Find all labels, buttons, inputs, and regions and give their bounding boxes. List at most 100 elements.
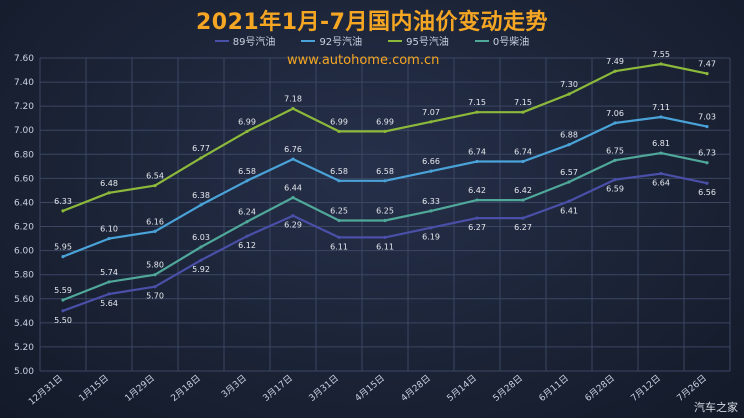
data-point	[337, 235, 341, 239]
data-label: 5.70	[146, 292, 164, 301]
data-point	[337, 179, 341, 183]
data-label: 5.50	[54, 316, 72, 325]
data-label: 7.07	[422, 108, 440, 117]
data-point	[245, 234, 249, 238]
x-tick-label: 4月28日	[399, 373, 433, 404]
x-tick-label: 4月15日	[353, 373, 387, 404]
x-tick-label: 7月12日	[629, 373, 663, 404]
data-label: 6.11	[330, 242, 348, 251]
data-label: 6.81	[652, 139, 670, 148]
data-label: 6.58	[238, 167, 256, 176]
data-label: 6.42	[514, 186, 532, 195]
y-tick-label: 7.60	[14, 54, 34, 64]
data-label: 7.11	[652, 103, 670, 112]
data-point	[567, 143, 571, 147]
legend-swatch-92	[301, 39, 316, 42]
y-tick-label: 7.40	[14, 78, 34, 88]
data-point	[705, 161, 709, 165]
y-tick-label: 6.20	[14, 223, 34, 233]
data-point	[521, 216, 525, 220]
data-point	[567, 199, 571, 203]
data-label: 5.74	[100, 268, 118, 277]
data-point	[475, 198, 479, 202]
data-label: 6.41	[560, 206, 578, 215]
data-point	[199, 156, 203, 160]
data-point	[199, 245, 203, 249]
data-label: 6.29	[284, 221, 302, 230]
data-point	[107, 280, 111, 284]
y-tick-label: 5.60	[14, 295, 34, 305]
data-label: 6.99	[330, 117, 348, 126]
data-point	[613, 158, 617, 162]
x-tick-label: 5月28日	[491, 373, 525, 404]
data-point	[337, 218, 341, 223]
data-label: 5.95	[54, 243, 72, 252]
data-label: 6.57	[560, 168, 578, 177]
data-label: 6.33	[54, 197, 72, 206]
data-label: 7.47	[698, 60, 716, 69]
data-point	[107, 236, 111, 241]
x-tick-label: 2月18日	[169, 373, 203, 404]
legend: 89号汽油 92号汽油 95号汽油 0号柴油	[0, 33, 744, 48]
data-point	[659, 171, 663, 176]
x-tick-label: 3月17日	[261, 373, 295, 404]
data-point	[153, 273, 157, 277]
y-tick-label: 5.80	[14, 271, 34, 281]
legend-item-92[interactable]: 92号汽油	[301, 33, 362, 48]
data-label: 6.16	[146, 217, 164, 226]
data-label: 7.15	[468, 98, 486, 107]
data-point	[659, 115, 663, 119]
x-tick-label: 3月3日	[219, 373, 249, 400]
data-point	[659, 62, 663, 66]
data-label: 5.64	[100, 299, 118, 308]
data-label: 6.48	[100, 179, 118, 188]
legend-item-95[interactable]: 95号汽油	[388, 33, 449, 48]
data-point	[521, 110, 525, 114]
data-label: 7.18	[284, 95, 302, 104]
x-tick-label: 1月15日	[77, 373, 111, 404]
data-point	[245, 179, 249, 183]
data-label: 6.27	[514, 223, 532, 232]
data-point	[61, 209, 65, 213]
data-point	[383, 129, 387, 134]
data-point	[61, 298, 65, 302]
data-point	[429, 120, 433, 124]
data-point	[199, 203, 203, 207]
y-tick-label: 5.40	[14, 319, 34, 329]
data-label: 6.58	[376, 167, 394, 176]
data-label: 7.49	[606, 57, 624, 66]
legend-swatch-95	[388, 39, 403, 42]
data-label: 7.30	[560, 80, 578, 89]
data-point	[245, 129, 249, 134]
data-label: 6.58	[330, 167, 348, 176]
y-tick-label: 5.20	[14, 343, 34, 353]
x-tick-label: 6月11日	[537, 373, 571, 404]
data-label: 7.55	[652, 50, 670, 59]
legend-label-89: 89号汽油	[232, 37, 276, 48]
data-point	[291, 106, 295, 111]
data-label: 6.64	[652, 179, 670, 188]
data-point	[429, 226, 433, 230]
legend-label-95: 95号汽油	[406, 37, 449, 48]
legend-item-89[interactable]: 89号汽油	[214, 33, 276, 48]
data-label: 6.33	[422, 197, 440, 206]
data-point	[475, 216, 479, 220]
data-point	[567, 180, 571, 184]
y-tick-label: 5.00	[14, 367, 34, 377]
data-point	[245, 220, 249, 224]
legend-item-diesel[interactable]: 0号柴油	[474, 33, 529, 48]
data-label: 6.75	[606, 146, 624, 155]
data-label: 6.25	[376, 207, 394, 216]
data-point	[153, 285, 157, 289]
data-point	[705, 125, 709, 129]
data-label: 5.80	[146, 261, 164, 270]
data-label: 6.10	[100, 225, 118, 234]
data-point	[337, 129, 341, 134]
data-point	[107, 191, 111, 195]
data-label: 6.11	[376, 242, 394, 251]
data-point	[613, 69, 617, 73]
data-point	[475, 110, 479, 114]
data-point	[521, 198, 525, 202]
data-label: 6.24	[238, 208, 256, 217]
